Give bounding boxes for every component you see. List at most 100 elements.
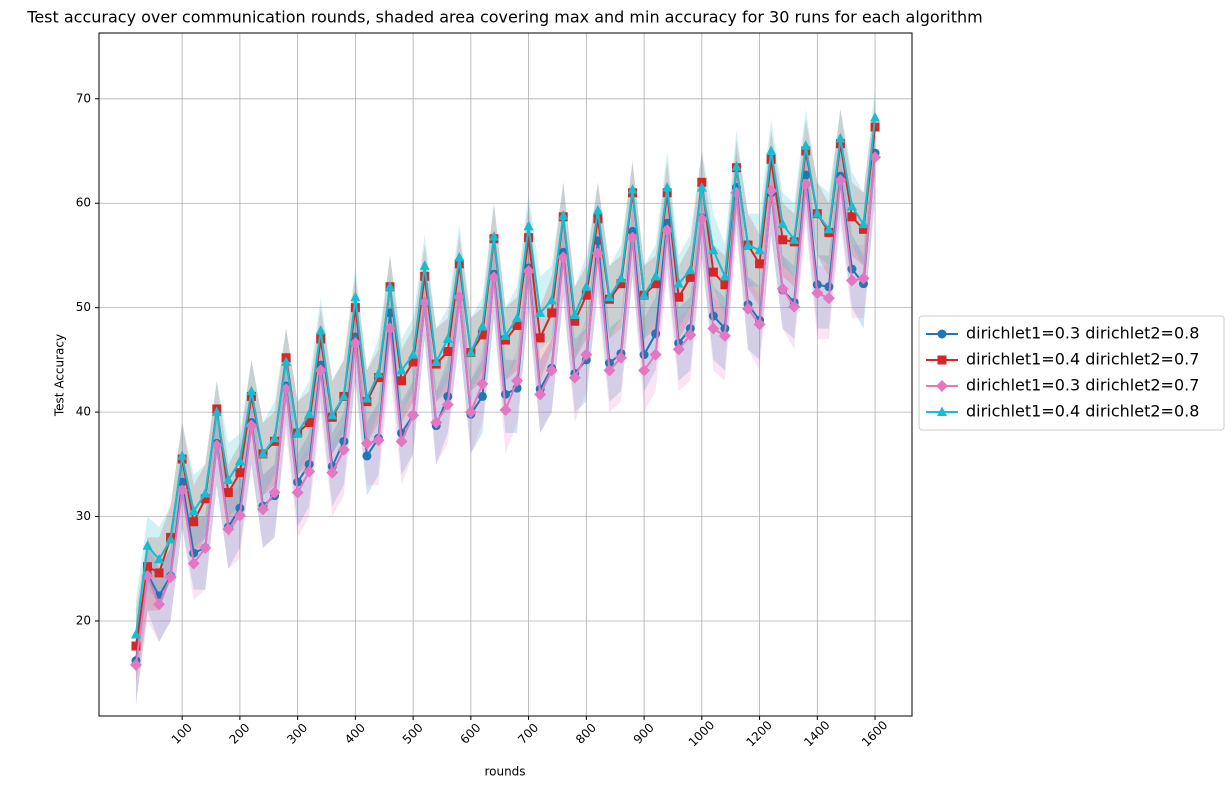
marker bbox=[189, 517, 199, 527]
marker bbox=[350, 291, 361, 302]
marker bbox=[720, 280, 730, 290]
marker bbox=[200, 494, 210, 504]
marker bbox=[176, 484, 189, 497]
marker bbox=[789, 234, 800, 244]
marker bbox=[569, 309, 580, 319]
marker bbox=[731, 161, 742, 171]
marker bbox=[211, 406, 222, 417]
plot-frame bbox=[98, 32, 913, 717]
marker bbox=[501, 389, 510, 399]
marker bbox=[269, 432, 280, 443]
marker bbox=[222, 523, 235, 536]
marker bbox=[315, 325, 326, 335]
marker bbox=[718, 329, 731, 342]
marker bbox=[593, 214, 603, 224]
marker bbox=[547, 308, 557, 318]
marker bbox=[937, 406, 947, 416]
marker bbox=[662, 182, 673, 192]
marker bbox=[177, 450, 188, 460]
marker bbox=[672, 343, 685, 356]
marker bbox=[268, 486, 281, 499]
marker bbox=[511, 374, 524, 387]
marker bbox=[337, 443, 350, 456]
marker bbox=[674, 292, 684, 302]
chart-title: Test accuracy over communication rounds,… bbox=[26, 8, 982, 27]
marker bbox=[626, 231, 639, 244]
x-tick-label: 700 bbox=[515, 721, 541, 747]
marker bbox=[936, 380, 948, 392]
marker bbox=[719, 270, 730, 281]
marker bbox=[373, 373, 383, 383]
y-tick-label: 60 bbox=[76, 196, 91, 210]
marker bbox=[522, 265, 535, 278]
y-axis-label: Test Accuracy bbox=[53, 334, 67, 417]
marker bbox=[788, 300, 801, 313]
marker bbox=[639, 289, 650, 300]
marker bbox=[154, 553, 165, 564]
marker bbox=[937, 355, 947, 365]
legend-label: dirichlet1=0.3 dirichlet2=0.8 bbox=[966, 324, 1199, 343]
marker bbox=[570, 316, 580, 326]
marker bbox=[512, 320, 522, 330]
x-tick-label: 400 bbox=[342, 721, 368, 747]
marker bbox=[707, 322, 720, 335]
marker bbox=[443, 347, 453, 357]
marker bbox=[154, 568, 164, 578]
marker bbox=[568, 371, 581, 384]
marker bbox=[129, 658, 142, 671]
marker bbox=[430, 416, 443, 429]
x-tick-label: 1600 bbox=[859, 718, 890, 749]
marker bbox=[327, 409, 338, 420]
marker bbox=[858, 218, 869, 229]
marker bbox=[246, 385, 257, 396]
marker bbox=[857, 272, 870, 285]
marker bbox=[742, 302, 755, 315]
marker bbox=[256, 503, 269, 516]
marker bbox=[811, 287, 824, 300]
marker bbox=[615, 272, 626, 283]
marker bbox=[360, 437, 373, 450]
marker bbox=[822, 292, 835, 305]
x-axis-label: rounds bbox=[484, 765, 525, 779]
marker bbox=[199, 541, 212, 554]
marker bbox=[661, 224, 674, 237]
marker bbox=[200, 488, 211, 498]
marker bbox=[431, 356, 442, 366]
y-tick-label: 70 bbox=[76, 91, 91, 105]
marker bbox=[499, 404, 512, 417]
y-tick-label: 30 bbox=[76, 509, 91, 523]
marker bbox=[834, 174, 847, 187]
marker bbox=[799, 178, 812, 191]
marker bbox=[408, 349, 419, 359]
marker bbox=[558, 210, 569, 220]
marker bbox=[534, 388, 547, 401]
marker bbox=[164, 571, 177, 584]
marker bbox=[592, 205, 603, 215]
marker bbox=[512, 312, 523, 323]
marker bbox=[535, 333, 545, 343]
marker bbox=[845, 274, 858, 287]
marker bbox=[153, 598, 166, 611]
marker bbox=[143, 562, 153, 572]
x-tick-label: 800 bbox=[573, 721, 599, 747]
legend: dirichlet1=0.3 dirichlet2=0.8 dirichlet1=… bbox=[918, 315, 1225, 431]
marker bbox=[847, 212, 857, 222]
marker bbox=[477, 330, 487, 340]
marker bbox=[639, 350, 649, 360]
marker bbox=[650, 270, 661, 281]
marker bbox=[464, 406, 477, 419]
marker bbox=[165, 534, 176, 544]
marker bbox=[638, 364, 651, 377]
marker bbox=[523, 220, 534, 231]
marker bbox=[349, 337, 362, 350]
marker bbox=[581, 281, 592, 291]
marker bbox=[649, 348, 662, 361]
marker bbox=[234, 455, 245, 466]
legend-label: dirichlet1=0.4 dirichlet2=0.7 bbox=[966, 350, 1199, 369]
marker bbox=[614, 351, 627, 364]
y-tick-label: 20 bbox=[76, 613, 91, 627]
marker bbox=[338, 390, 349, 401]
marker bbox=[755, 259, 765, 269]
marker bbox=[292, 427, 303, 437]
